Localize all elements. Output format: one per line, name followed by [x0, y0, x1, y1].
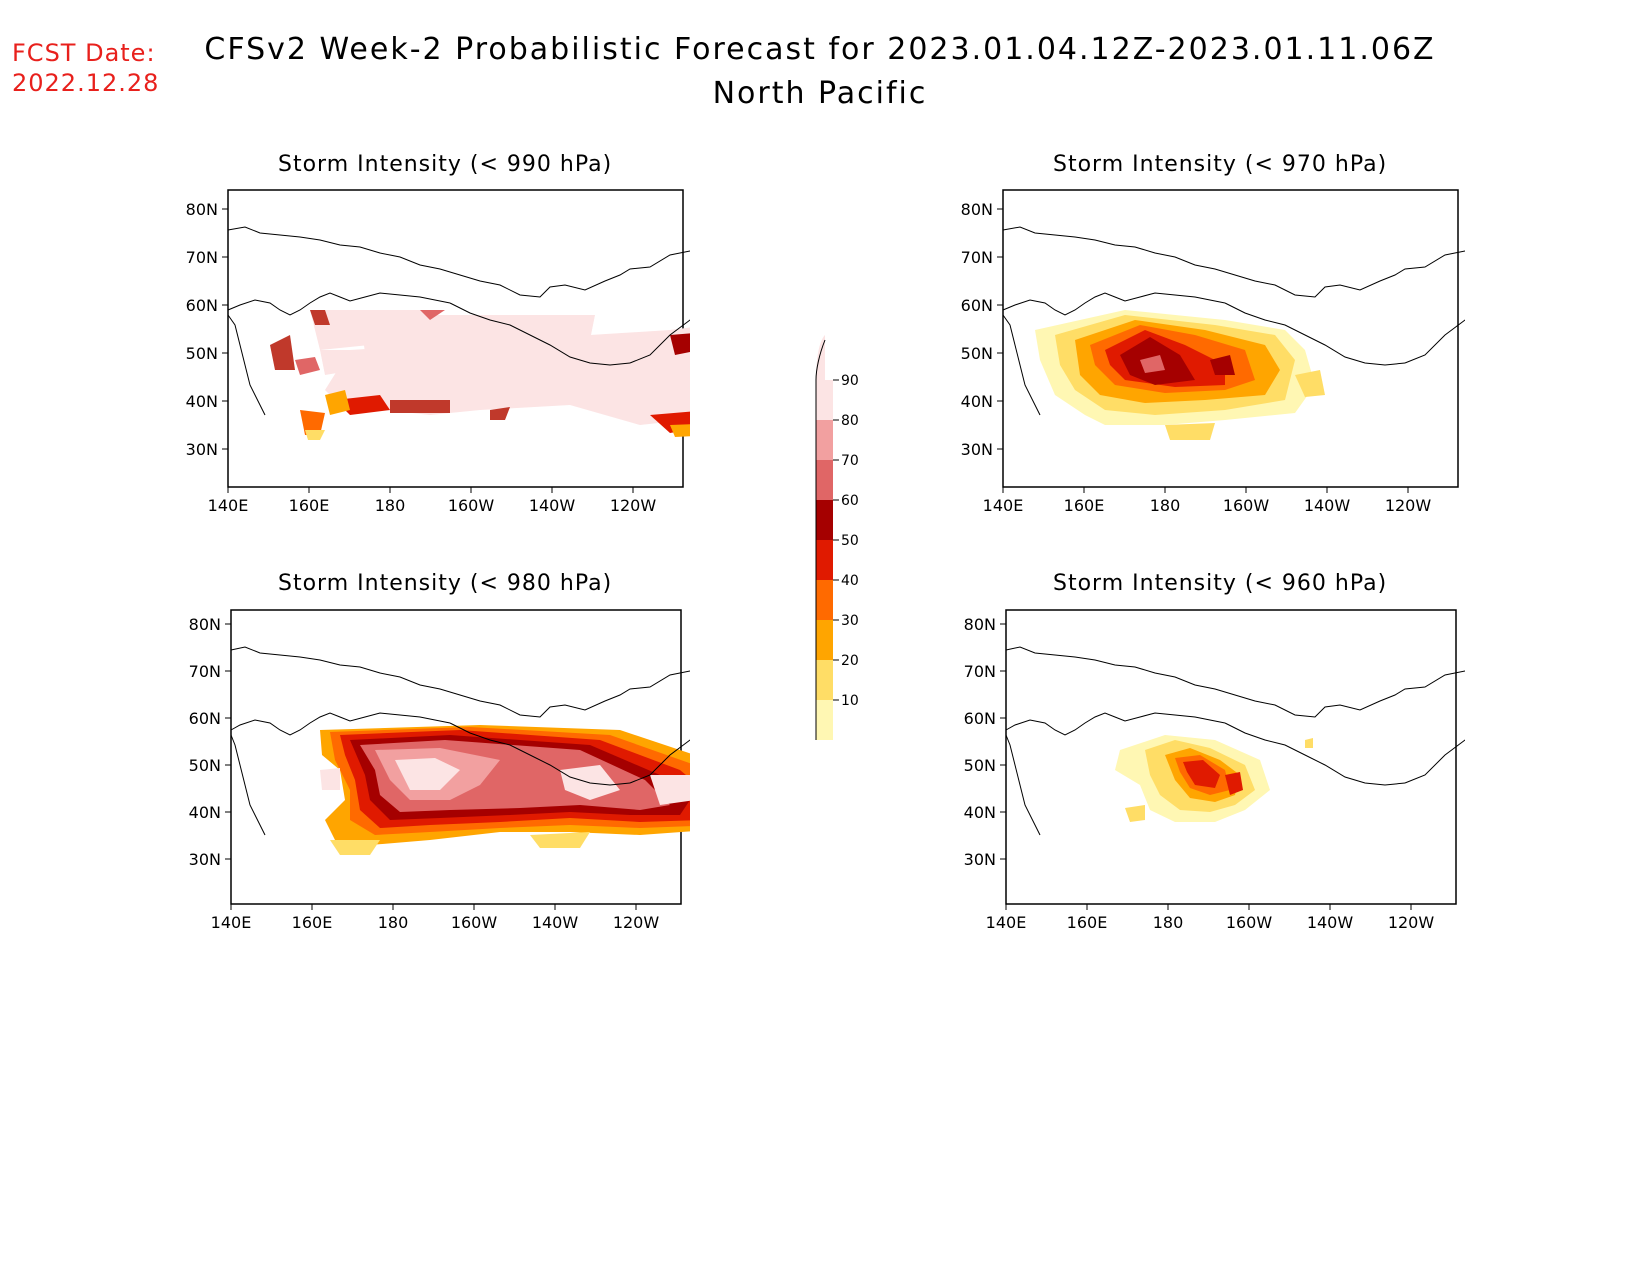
colorbar-swatch-30 [816, 620, 833, 660]
lat-tick-80n: 80N [189, 615, 221, 634]
colorbar-label-50: 50 [841, 533, 859, 549]
lon-tick-160e: 160E [292, 913, 333, 932]
map-panel-970: 80N 70N 60N 50N 40N 30N 140E 160E 180 16… [961, 189, 1465, 515]
colorbar-swatch-10 [816, 700, 833, 740]
panel-title-970: Storm Intensity (< 970 hPa) [1053, 152, 1388, 177]
lat-tick-30n: 30N [186, 440, 218, 459]
coastline [1002, 226, 1465, 416]
lat-axis [1000, 623, 1006, 860]
lat-tick-50n: 50N [964, 756, 996, 775]
storm-probability-field [320, 725, 690, 855]
panel-title-960: Storm Intensity (< 960 hPa) [1053, 571, 1388, 596]
lon-tick-160e: 160E [289, 496, 330, 515]
lon-tick-140w: 140W [1304, 496, 1351, 515]
lat-tick-50n: 50N [189, 756, 221, 775]
storm-probability-field [1115, 735, 1313, 822]
lon-axis [1002, 487, 1409, 493]
lon-tick-120w: 120W [610, 496, 657, 515]
lat-tick-40n: 40N [189, 803, 221, 822]
lat-tick-50n: 50N [961, 344, 993, 363]
lat-tick-70n: 70N [189, 662, 221, 681]
lon-tick-140e: 140E [983, 496, 1024, 515]
lon-tick-140w: 140W [529, 496, 576, 515]
lon-axis [227, 487, 634, 493]
lon-tick-140e: 140E [208, 496, 249, 515]
lat-axis [222, 208, 228, 450]
colorbar-outline [815, 339, 826, 740]
map-panel-990: 80N 70N 60N 50N 40N 30N 140E 160E 180 16… [186, 189, 690, 515]
colorbar-label-40: 40 [841, 573, 859, 589]
lat-tick-60n: 60N [186, 296, 218, 315]
colorbar-swatch-80 [816, 420, 833, 460]
lat-tick-30n: 30N [189, 850, 221, 869]
storm-probability-field [270, 310, 690, 440]
lon-tick-180: 180 [1150, 496, 1181, 515]
lon-tick-120w: 120W [1385, 496, 1432, 515]
colorbar-swatch-50 [816, 540, 833, 580]
lon-tick-140e: 140E [986, 913, 1027, 932]
lon-tick-180: 180 [1153, 913, 1184, 932]
lon-tick-140w: 140W [532, 913, 579, 932]
storm-probability-field [1035, 310, 1325, 440]
coastline [1005, 646, 1465, 836]
colorbar-label-60: 60 [841, 493, 859, 509]
colorbar-label-70: 70 [841, 453, 859, 469]
colorbar-swatch-20 [816, 660, 833, 700]
lat-tick-40n: 40N [186, 392, 218, 411]
coastline [230, 646, 690, 836]
lon-tick-180: 180 [375, 496, 406, 515]
lat-axis [225, 623, 231, 860]
lon-tick-160w: 160W [1226, 913, 1273, 932]
lat-tick-70n: 70N [186, 248, 218, 267]
panel-title-990: Storm Intensity (< 990 hPa) [278, 152, 613, 177]
colorbar-swatch-70 [816, 460, 833, 500]
lat-tick-60n: 60N [961, 296, 993, 315]
lat-tick-30n: 30N [964, 850, 996, 869]
lon-tick-180: 180 [378, 913, 409, 932]
map-panel-960: 80N 70N 60N 50N 40N 30N 140E 160E 180 16… [964, 609, 1465, 932]
lat-tick-80n: 80N [964, 615, 996, 634]
colorbar-swatches [816, 335, 833, 740]
colorbar-cap-top [816, 335, 825, 380]
page-title: CFSv2 Week-2 Probabilistic Forecast for … [204, 32, 1436, 67]
lon-tick-160w: 160W [448, 496, 495, 515]
lat-tick-70n: 70N [964, 662, 996, 681]
lon-tick-160e: 160E [1067, 913, 1108, 932]
lon-tick-160w: 160W [1223, 496, 1270, 515]
colorbar-swatch-40 [816, 580, 833, 620]
lon-tick-140w: 140W [1307, 913, 1354, 932]
map-panel-980: 80N 70N 60N 50N 40N 30N 140E 160E 180 16… [189, 609, 690, 932]
lat-tick-80n: 80N [961, 200, 993, 219]
fcst-date-value: 2022.12.28 [12, 69, 160, 97]
lat-tick-40n: 40N [964, 803, 996, 822]
lat-tick-40n: 40N [961, 392, 993, 411]
colorbar-label-90: 90 [841, 373, 859, 389]
colorbar: 90 80 70 60 50 40 30 20 10 [815, 335, 859, 740]
lat-axis [997, 208, 1003, 450]
forecast-date-label: FCST Date: 2022.12.28 [12, 38, 159, 98]
lon-tick-120w: 120W [1388, 913, 1435, 932]
lon-axis [1005, 904, 1412, 910]
colorbar-label-10: 10 [841, 693, 859, 709]
lon-tick-140e: 140E [211, 913, 252, 932]
lon-tick-120w: 120W [613, 913, 660, 932]
colorbar-swatch-60 [816, 500, 833, 540]
page-subtitle: North Pacific [712, 76, 928, 111]
lat-tick-60n: 60N [189, 709, 221, 728]
lon-axis [230, 904, 637, 910]
lat-tick-80n: 80N [186, 200, 218, 219]
lon-tick-160e: 160E [1064, 496, 1105, 515]
lat-tick-30n: 30N [961, 440, 993, 459]
coastline [227, 226, 690, 416]
panel-title-980: Storm Intensity (< 980 hPa) [278, 571, 613, 596]
lon-tick-160w: 160W [451, 913, 498, 932]
colorbar-label-30: 30 [841, 613, 859, 629]
lat-tick-50n: 50N [186, 344, 218, 363]
fcst-date-caption: FCST Date: [12, 39, 156, 67]
colorbar-swatch-90 [816, 380, 833, 420]
lat-tick-60n: 60N [964, 709, 996, 728]
lat-tick-70n: 70N [961, 248, 993, 267]
colorbar-label-20: 20 [841, 653, 859, 669]
colorbar-label-80: 80 [841, 413, 859, 429]
